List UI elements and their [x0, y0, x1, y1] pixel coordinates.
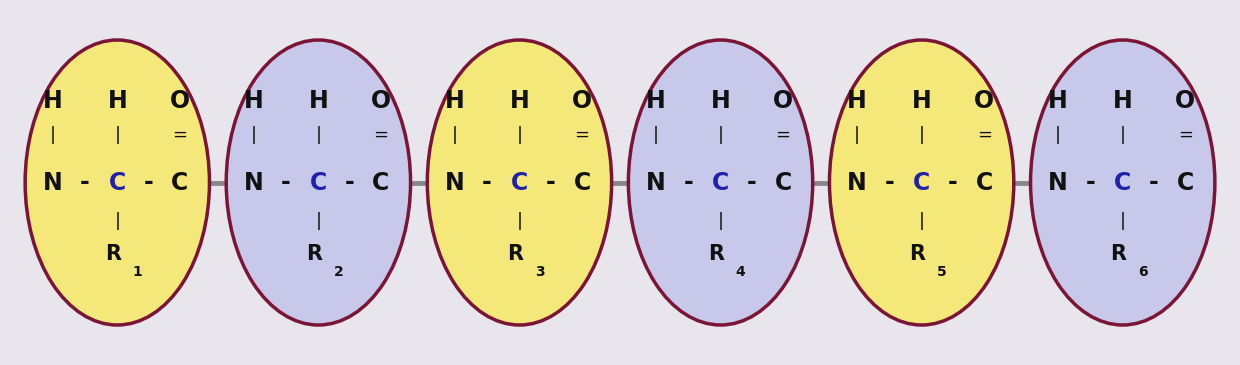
Text: R: R	[1110, 245, 1126, 265]
Text: C: C	[511, 170, 528, 195]
Text: |: |	[250, 126, 257, 143]
Text: H: H	[911, 88, 931, 112]
Text: H: H	[711, 88, 730, 112]
Text: H: H	[445, 88, 465, 112]
Text: C: C	[1114, 170, 1131, 195]
Text: |: |	[919, 126, 925, 143]
Text: -: -	[746, 170, 756, 195]
Text: H: H	[42, 88, 62, 112]
Text: |: |	[1120, 211, 1126, 230]
Text: -: -	[144, 170, 154, 195]
Text: 6: 6	[1138, 265, 1148, 280]
Text: O: O	[975, 88, 994, 112]
Text: C: C	[310, 170, 327, 195]
Text: N: N	[244, 170, 263, 195]
Text: |: |	[652, 126, 658, 143]
Ellipse shape	[226, 40, 410, 325]
Text: H: H	[309, 88, 329, 112]
Text: R: R	[507, 245, 523, 265]
Text: |: |	[1120, 126, 1126, 143]
Text: O: O	[572, 88, 591, 112]
Text: R: R	[909, 245, 925, 265]
Text: C: C	[775, 170, 791, 195]
Ellipse shape	[25, 40, 210, 325]
Ellipse shape	[830, 40, 1014, 325]
Text: N: N	[646, 170, 666, 195]
Text: |: |	[516, 211, 522, 230]
Text: |: |	[315, 126, 321, 143]
Text: |: |	[1055, 126, 1061, 143]
Text: =: =	[373, 126, 388, 143]
Text: H: H	[847, 88, 867, 112]
Text: R: R	[306, 245, 322, 265]
Ellipse shape	[1030, 40, 1215, 325]
Text: C: C	[573, 170, 590, 195]
Text: |: |	[854, 126, 859, 143]
Text: O: O	[371, 88, 391, 112]
Text: |: |	[718, 211, 724, 230]
Text: C: C	[976, 170, 993, 195]
Text: |: |	[114, 126, 120, 143]
Text: O: O	[773, 88, 794, 112]
Text: -: -	[683, 170, 693, 195]
Text: |: |	[516, 126, 522, 143]
Text: O: O	[170, 88, 190, 112]
Text: R: R	[708, 245, 724, 265]
Text: 5: 5	[937, 265, 946, 280]
Text: |: |	[315, 211, 321, 230]
Text: -: -	[482, 170, 492, 195]
Text: |: |	[50, 126, 56, 143]
Text: -: -	[281, 170, 291, 195]
Text: -: -	[949, 170, 957, 195]
Text: -: -	[81, 170, 89, 195]
Text: C: C	[913, 170, 930, 195]
Text: =: =	[172, 126, 187, 143]
Text: 4: 4	[735, 265, 745, 280]
Text: R: R	[105, 245, 120, 265]
Text: -: -	[1149, 170, 1159, 195]
Text: H: H	[244, 88, 263, 112]
Text: C: C	[712, 170, 729, 195]
Text: =: =	[574, 126, 589, 143]
Text: C: C	[1177, 170, 1194, 195]
Text: H: H	[510, 88, 529, 112]
Text: C: C	[372, 170, 389, 195]
Text: N: N	[847, 170, 867, 195]
Text: H: H	[108, 88, 128, 112]
Text: |: |	[919, 211, 925, 230]
Text: -: -	[1085, 170, 1095, 195]
Text: C: C	[171, 170, 188, 195]
Text: N: N	[42, 170, 62, 195]
Ellipse shape	[629, 40, 812, 325]
Text: H: H	[1048, 88, 1068, 112]
Text: -: -	[884, 170, 894, 195]
Text: -: -	[345, 170, 355, 195]
Text: =: =	[1178, 126, 1193, 143]
Text: |: |	[718, 126, 724, 143]
Text: N: N	[445, 170, 465, 195]
Text: |: |	[114, 211, 120, 230]
Text: =: =	[977, 126, 992, 143]
Text: H: H	[646, 88, 666, 112]
Text: H: H	[1112, 88, 1132, 112]
Text: N: N	[1048, 170, 1068, 195]
Text: 3: 3	[534, 265, 544, 280]
Text: |: |	[451, 126, 458, 143]
Text: C: C	[109, 170, 126, 195]
Text: O: O	[1176, 88, 1195, 112]
Ellipse shape	[428, 40, 611, 325]
Text: -: -	[546, 170, 556, 195]
Text: 1: 1	[133, 265, 143, 280]
Text: =: =	[775, 126, 791, 143]
Text: 2: 2	[334, 265, 343, 280]
